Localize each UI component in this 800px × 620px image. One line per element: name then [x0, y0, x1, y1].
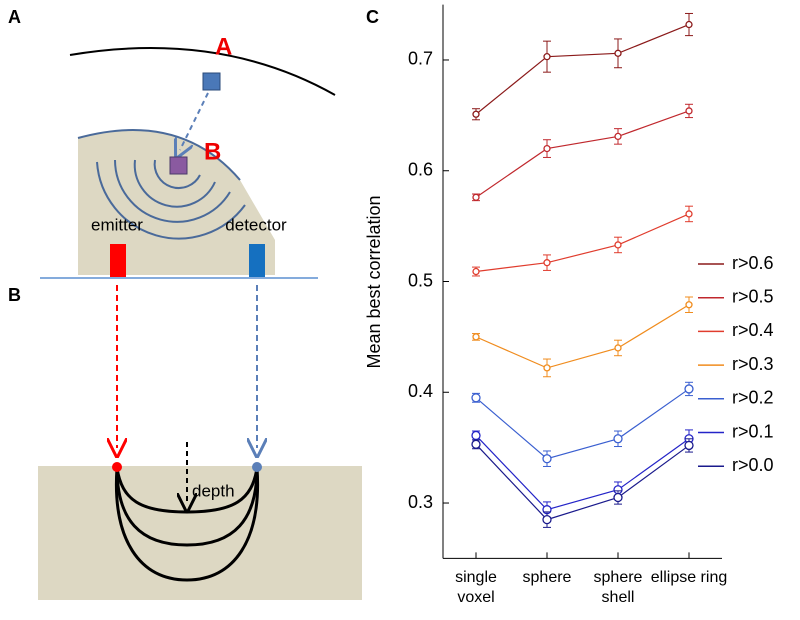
y-tick-label: 0.4 [408, 381, 433, 401]
series-line [475, 388, 690, 460]
surface [77, 129, 241, 181]
point [472, 193, 480, 201]
panel-label: B [8, 285, 21, 305]
y-tick-label: 0.5 [408, 270, 433, 290]
series-line [475, 110, 690, 198]
point [684, 384, 694, 394]
projection-arrow [180, 92, 209, 150]
legend-label: r>0.6 [732, 253, 774, 273]
emitter [110, 244, 126, 277]
tissue [78, 130, 275, 275]
point-a [202, 72, 221, 91]
point [684, 440, 694, 451]
panel-label: C [366, 7, 379, 27]
legend-label: r>0.2 [732, 388, 774, 408]
series-line [475, 304, 690, 369]
point [543, 259, 551, 267]
point [685, 301, 693, 309]
point [543, 53, 551, 61]
emitter-point [112, 462, 122, 472]
series-line [475, 23, 690, 115]
point [614, 241, 622, 249]
legend-label: r>0.5 [732, 286, 774, 306]
point-label: B [204, 138, 221, 165]
point-label: A [215, 33, 232, 60]
legend-label: r>0.1 [732, 421, 774, 441]
point [685, 20, 693, 29]
point [685, 107, 693, 115]
point [685, 210, 693, 218]
series-line [475, 213, 690, 273]
point [542, 454, 552, 464]
legend-label: r>0.4 [732, 320, 774, 340]
x-tick-label: ellipse ring [650, 569, 728, 587]
y-tick-label: 0.7 [408, 49, 433, 69]
point [472, 333, 480, 341]
point [471, 439, 481, 449]
panel-label: A [8, 7, 21, 27]
wavefronts [96, 159, 246, 240]
point [614, 132, 622, 141]
panel-a: A B [69, 33, 336, 275]
x-tick-label: single voxel [455, 569, 497, 607]
panel-b: emitter detector depth [38, 215, 362, 600]
scalp-curve [69, 47, 336, 96]
point [542, 514, 552, 525]
y-tick-label: 0.3 [408, 492, 433, 512]
point [471, 393, 481, 403]
point-b [169, 156, 188, 175]
point [614, 49, 622, 57]
label: detector [225, 215, 287, 234]
legend-label: r>0.3 [732, 354, 774, 374]
point [472, 110, 480, 118]
point [614, 344, 622, 352]
point [613, 434, 623, 444]
series-line [475, 443, 690, 521]
x-tick-label: sphere shell [593, 569, 643, 607]
x-tick-label: sphere [522, 569, 572, 587]
point [543, 364, 551, 372]
point [613, 492, 623, 503]
label: emitter [91, 215, 143, 234]
y-axis-label: Mean best correlation [364, 195, 384, 368]
point [472, 267, 480, 276]
series-line [475, 435, 690, 511]
point [471, 430, 481, 441]
y-tick-label: 0.6 [408, 159, 433, 179]
detector [249, 244, 265, 277]
detector-point [252, 462, 262, 472]
legend-label: r>0.0 [732, 455, 774, 475]
point [543, 144, 551, 153]
label: depth [192, 481, 235, 500]
